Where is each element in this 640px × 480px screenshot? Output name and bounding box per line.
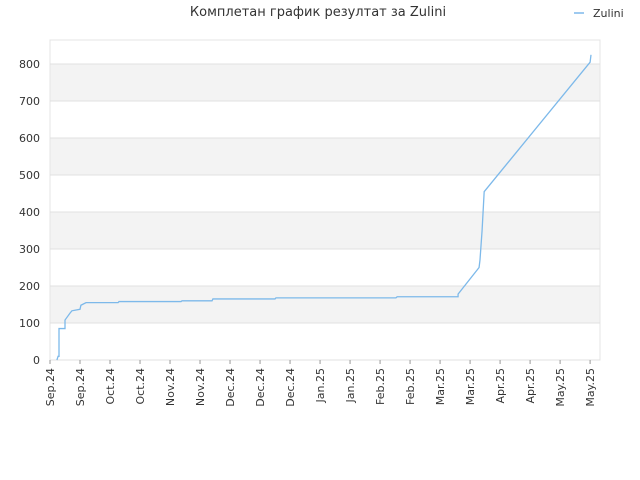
x-tick-label: Oct.24 — [134, 368, 147, 405]
x-tick-label: Dec.24 — [284, 368, 297, 407]
y-tick-label: 0 — [33, 354, 40, 367]
y-tick-label: 400 — [19, 206, 40, 219]
x-tick-label: Mar.25 — [464, 368, 477, 405]
x-tick-label: Sep.24 — [44, 368, 57, 406]
band — [50, 286, 600, 324]
legend-label: Zulini — [593, 7, 624, 20]
y-tick-label: 700 — [19, 95, 40, 108]
y-tick-label: 800 — [19, 58, 40, 71]
x-tick-label: Jan.25 — [314, 368, 327, 403]
x-tick-label: Mar.25 — [434, 368, 447, 405]
x-tick-label: Dec.24 — [224, 368, 237, 407]
line — [56, 54, 592, 361]
x-tick-label: May.25 — [584, 368, 597, 407]
x-tick-label: Feb.25 — [374, 368, 387, 405]
y-tick-label: 100 — [19, 317, 40, 330]
y-tick-label: 600 — [19, 132, 40, 145]
x-tick-label: Apr.25 — [494, 368, 507, 404]
band — [50, 64, 600, 102]
x-tick-label: Sep.24 — [74, 368, 87, 406]
chart-title: Комплетан график резултат за Zulini — [190, 5, 446, 20]
x-tick-label: Oct.24 — [104, 368, 117, 405]
y-tick-label: 200 — [19, 280, 40, 293]
band — [50, 138, 600, 176]
y-tick-label: 300 — [19, 243, 40, 256]
y-tick-label: 500 — [19, 169, 40, 182]
x-tick-label: May.25 — [554, 368, 567, 407]
x-tick-label: Dec.24 — [254, 368, 267, 407]
x-tick-label: Nov.24 — [194, 368, 207, 406]
x-tick-label: Nov.24 — [164, 368, 177, 406]
x-tick-label: Jan.25 — [344, 368, 357, 403]
x-tick-label: Feb.25 — [404, 368, 417, 405]
x-tick-label: Apr.25 — [524, 368, 537, 404]
band — [50, 212, 600, 250]
